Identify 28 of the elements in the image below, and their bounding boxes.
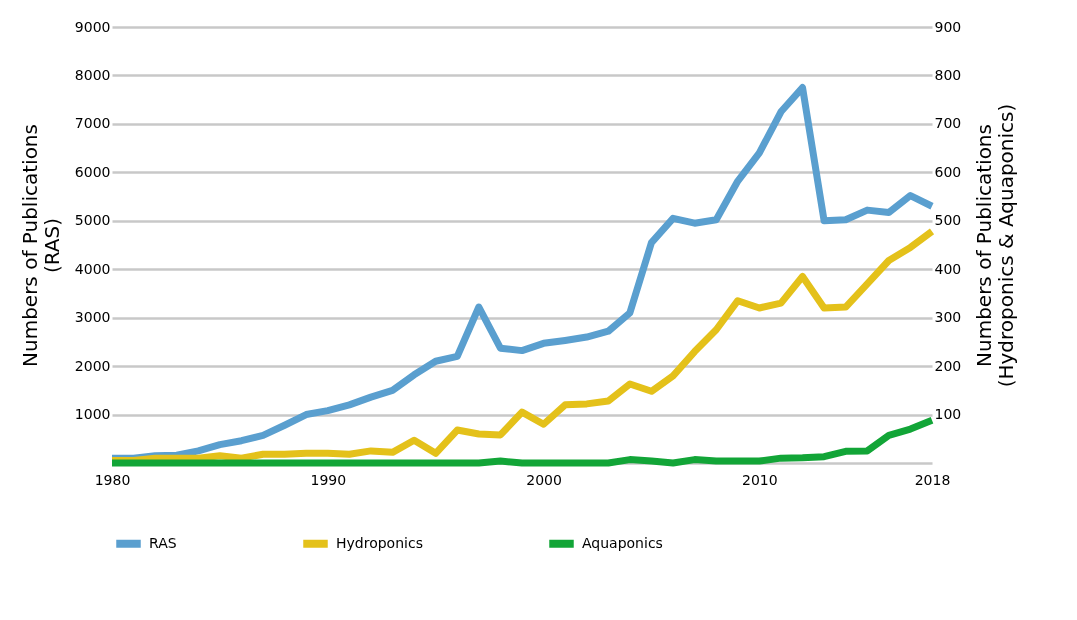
y-tick-label: 2000 xyxy=(74,357,111,374)
y2-tick-label: 600 xyxy=(934,163,962,180)
x-tick-label: 1980 xyxy=(94,471,131,488)
y-tick-label: 5000 xyxy=(74,212,111,229)
y2-tick-label: 900 xyxy=(934,18,962,35)
y2-tick-label: 400 xyxy=(934,260,962,277)
y-tick-label: 1000 xyxy=(74,406,111,423)
y-tick-label: 9000 xyxy=(74,18,111,35)
x-tick-label: 2018 xyxy=(914,471,951,488)
x-tick-label: 2000 xyxy=(526,471,562,488)
legend-label: Aquaponics xyxy=(582,534,663,551)
x-tick-label: 2010 xyxy=(742,471,778,488)
y2-tick-label: 500 xyxy=(934,212,962,229)
y-axis-title: Numbers of Publications (RAS) xyxy=(17,124,64,367)
y2-axis-title: Numbers of Publications (Hydroponics & Aquaponics) xyxy=(972,103,1019,388)
y-tick-label: 4000 xyxy=(74,260,111,277)
y-tick-label: 8000 xyxy=(74,66,111,83)
x-tick-label: 1990 xyxy=(310,471,347,488)
y-tick-label: 7000 xyxy=(74,115,111,132)
y2-tick-label: 200 xyxy=(934,357,962,374)
y2-tick-label: 800 xyxy=(934,66,962,83)
y2-tick-label: 300 xyxy=(934,309,962,326)
legend-label: RAS xyxy=(149,534,177,551)
y-tick-label: 6000 xyxy=(74,163,111,180)
y2-tick-label: 100 xyxy=(934,406,962,423)
legend-label: Hydroponics xyxy=(336,534,423,551)
y2-tick-label: 700 xyxy=(934,115,962,132)
y-tick-label: 3000 xyxy=(74,309,111,326)
